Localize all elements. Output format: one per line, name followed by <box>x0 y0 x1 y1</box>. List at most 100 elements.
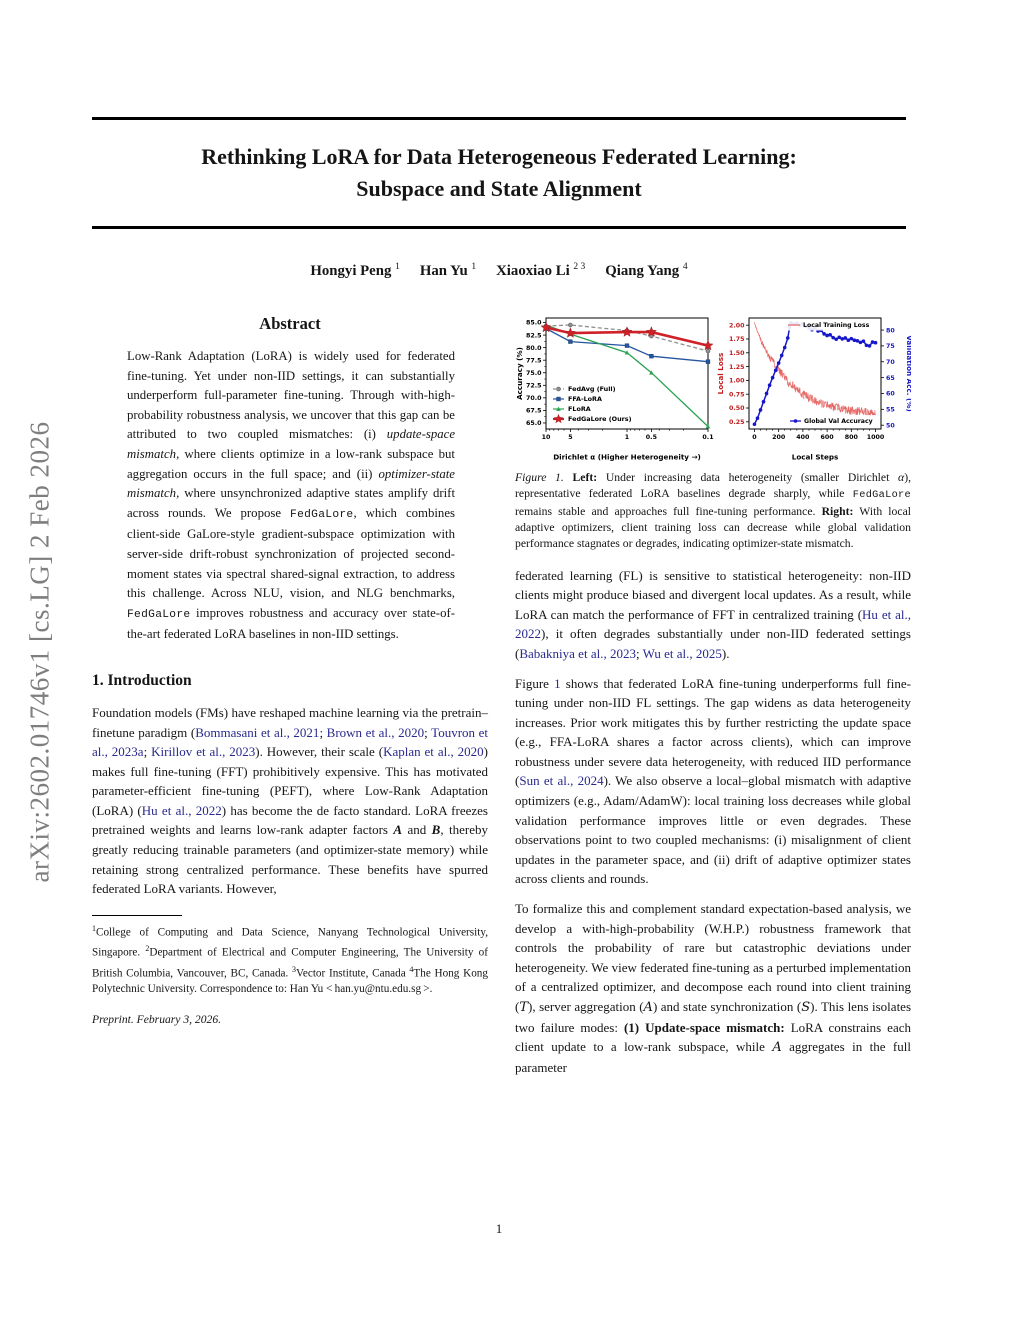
citation-link[interactable]: 1 <box>554 675 561 691</box>
text-segment: (1) Update-space mismatch: <box>623 1019 785 1035</box>
text-segment: With local adaptive optimizers, client t… <box>515 504 911 550</box>
text-segment: Under increasing data heterogeneity (sma… <box>597 471 899 484</box>
svg-text:80.0: 80.0 <box>526 345 542 352</box>
citation-link[interactable]: Kirillov et al., 2023 <box>151 744 256 760</box>
title-rule-top <box>92 117 906 120</box>
svg-text:82.5: 82.5 <box>526 332 542 339</box>
svg-text:Global Val Accuracy: Global Val Accuracy <box>804 418 873 425</box>
svg-text:Local Steps: Local Steps <box>792 453 839 462</box>
text-segment <box>564 471 573 484</box>
svg-text:800: 800 <box>845 434 859 441</box>
citation-link[interactable]: Brown et al., 2020 <box>326 724 425 740</box>
citation-link[interactable]: Bommasani et al., 2021 <box>195 724 320 740</box>
text-segment: ). However, their scale ( <box>255 744 384 760</box>
svg-text:60: 60 <box>886 391 895 398</box>
text-segment: 3 <box>292 964 297 974</box>
text-segment: FedGaLore <box>290 508 354 521</box>
text-segment: Right: <box>821 504 854 518</box>
body-paragraph-2: Figure 1 shows that federated LoRA fine-… <box>515 674 911 890</box>
author-line: Hongyi Peng 1 Han Yu 1 Xiaoxiao Li 2 3 Qian… <box>92 262 906 280</box>
text-segment: ; <box>635 645 643 661</box>
text-segment: Left: <box>572 471 598 484</box>
author: Han Yu 1 <box>419 262 477 279</box>
citation-link[interactable]: Touvron et al., 2023a <box>92 724 489 760</box>
citation-link[interactable]: Kaplan et al., 2020 <box>383 744 484 760</box>
svg-text:Accuracy (%): Accuracy (%) <box>515 347 524 400</box>
svg-text:1000: 1000 <box>867 434 885 441</box>
svg-text:0: 0 <box>752 434 757 441</box>
citation-link[interactable]: Babakniya et al., 2023 <box>519 645 636 661</box>
text-segment: ), it often degrades substantially under… <box>515 626 911 661</box>
text-segment: 1 <box>92 923 96 933</box>
text-segment: T <box>519 1000 529 1015</box>
abstract-body: Low-Rank Adaptation (LoRA) is widely use… <box>127 347 455 645</box>
citation-link[interactable]: Hu et al., 2022 <box>141 802 222 818</box>
abstract-heading: Abstract <box>259 314 321 333</box>
text-segment: update-space mismatch <box>127 427 455 461</box>
author: Xiaoxiao Li 2 3 <box>496 262 586 279</box>
text-segment: A <box>772 1040 782 1056</box>
svg-text:50: 50 <box>886 422 895 429</box>
page-number: 1 <box>495 1221 503 1236</box>
svg-text:10: 10 <box>542 434 551 441</box>
svg-text:Dirichlet α (Higher Heterogene: Dirichlet α (Higher Heterogeneity →) <box>553 453 701 462</box>
text-segment: aggregates in the full parameter <box>515 1039 911 1075</box>
text-segment: S <box>801 1000 811 1015</box>
preprint-note: Preprint. February 3, 2026. <box>92 1013 222 1027</box>
svg-text:0.50: 0.50 <box>729 405 745 412</box>
intro-paragraph: Foundation models (FMs) have reshaped ma… <box>92 703 488 899</box>
svg-text:0.1: 0.1 <box>702 434 713 441</box>
text-segment: ) has become the de facto standard. LoRA… <box>92 802 488 838</box>
text-segment: optimizer-state mismatch <box>127 466 455 501</box>
text-segment: Department of Electrical and Computer En… <box>92 946 488 980</box>
svg-text:FFA-LoRA: FFA-LoRA <box>568 395 602 403</box>
text-segment: The Hong Kong Polytechnic University. Co… <box>92 967 488 995</box>
text-segment: ). This lens isolates two failure modes: <box>515 999 912 1035</box>
author: Qiang Yang 4 <box>605 262 688 279</box>
svg-text:400: 400 <box>796 434 810 441</box>
text-segment: improves robustness and accuracy over st… <box>127 605 455 642</box>
affiliation-footnote: 1College of Computing and Data Science, … <box>92 921 488 998</box>
text-segment: federated learning (FL) is sensitive to … <box>515 567 911 622</box>
text-segment: ; <box>424 724 432 740</box>
text-segment: and <box>402 822 432 838</box>
svg-text:FLoRA: FLoRA <box>568 405 591 413</box>
svg-text:0.75: 0.75 <box>729 391 745 398</box>
text-segment: A <box>643 1000 653 1015</box>
svg-text:600: 600 <box>821 434 835 441</box>
svg-text:0.25: 0.25 <box>729 419 745 426</box>
section-heading-introduction: 1. Introduction <box>92 671 192 689</box>
svg-text:75.0: 75.0 <box>526 370 542 377</box>
text-segment: A <box>393 822 403 838</box>
text-segment: shows that federated LoRA fine-tuning un… <box>515 675 911 789</box>
text-segment: , thereby greatly reducing trainable par… <box>92 822 488 897</box>
citation-link[interactable]: Wu et al., 2025 <box>642 645 722 661</box>
paper-title-line1: Rethinking LoRA for Data Heterogeneous F… <box>201 144 797 169</box>
svg-text:Local Loss: Local Loss <box>716 353 725 395</box>
text-segment: LoRA constrains each client update to a … <box>515 1019 911 1055</box>
text-segment: ; <box>143 744 152 760</box>
svg-text:1.50: 1.50 <box>729 350 745 357</box>
figure1-loss-vs-val-acc-chart: 0.25 0.50 0.75 1.00 1.25 1.50 1.75 2.00 50 55 60 65… <box>716 317 911 462</box>
svg-text:65.0: 65.0 <box>526 420 542 427</box>
text-segment: Low-Rank Adaptation (LoRA) is widely use… <box>127 349 455 442</box>
right-column: 65.0 67.5 70.0 72.5 75.0 77.5 80.0 82.5 85.0 10 5 1… <box>515 311 911 1087</box>
svg-text:200: 200 <box>772 434 786 441</box>
citation-link[interactable]: Hu et al., 2022 <box>515 606 911 642</box>
text-segment: FedGaLore <box>852 488 911 501</box>
text-segment: To formalize this and complement standar… <box>515 901 911 1014</box>
svg-text:1: 1 <box>625 434 629 441</box>
svg-text:Validation Acc. (%): Validation Acc. (%) <box>905 335 911 412</box>
text-segment: Foundation models (FMs) have reshaped ma… <box>92 704 488 740</box>
title-rule-bottom <box>92 226 906 229</box>
citation-link[interactable]: Sun et al., 2024 <box>519 773 604 789</box>
svg-text:Local Training Loss: Local Training Loss <box>803 322 870 329</box>
svg-text:FedGaLore (Ours): FedGaLore (Ours) <box>568 415 632 423</box>
text-segment: 4 <box>409 964 414 974</box>
arxiv-watermark: arXiv:2602.01746v1 [cs.LG] 2 Feb 2026 <box>24 421 55 883</box>
svg-text:67.5: 67.5 <box>526 408 542 415</box>
text-segment: ), representative federated LoRA baselin… <box>515 471 912 500</box>
footnote-rule <box>92 914 182 916</box>
text-segment: FedGaLore <box>127 608 191 621</box>
